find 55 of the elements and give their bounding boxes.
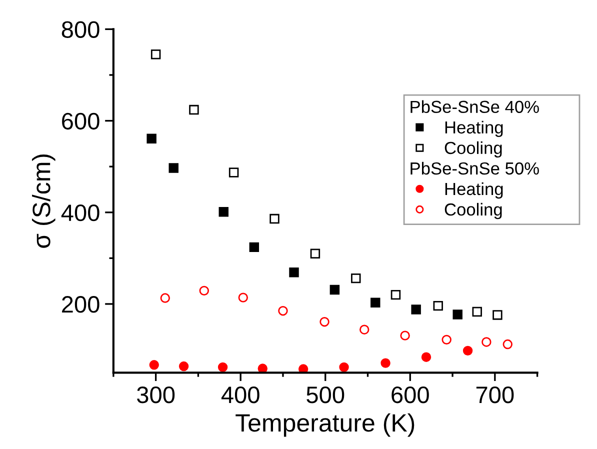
point — [218, 207, 228, 217]
point — [421, 352, 432, 362]
x-tick-label: 700 — [476, 386, 514, 404]
point — [160, 293, 170, 303]
point — [462, 346, 473, 356]
point — [249, 242, 260, 252]
legend-label: Cooling — [444, 202, 502, 220]
point — [298, 364, 308, 373]
point — [168, 163, 178, 173]
point — [351, 273, 361, 284]
point — [433, 300, 443, 311]
point — [380, 358, 390, 368]
point — [330, 284, 340, 295]
x-tick-label: 500 — [306, 386, 344, 404]
point — [146, 134, 156, 144]
point — [289, 268, 299, 278]
legend-label: Heating — [445, 182, 503, 199]
point — [411, 304, 421, 314]
point — [258, 364, 268, 373]
point — [472, 306, 482, 317]
point — [189, 104, 199, 115]
point — [502, 339, 512, 350]
y-tick-label: 800 — [62, 21, 100, 38]
x-tick-label: 400 — [221, 386, 260, 404]
point — [452, 310, 462, 320]
annotation: PbSe-SnSe 50% — [410, 162, 539, 175]
point — [199, 286, 209, 296]
point — [482, 337, 492, 347]
y-axis-title: σ (S/cm) — [32, 154, 56, 248]
point — [149, 360, 159, 370]
y-tick-label: 600 — [62, 112, 100, 130]
point — [360, 324, 370, 334]
point — [370, 298, 380, 308]
legend-label: Heating — [445, 120, 503, 138]
y-tick-label: 200 — [62, 296, 100, 313]
point — [278, 306, 288, 316]
point — [218, 362, 228, 372]
y-tick-label: 400 — [61, 204, 100, 222]
point — [492, 310, 502, 320]
x-axis-title: Temperature (K) — [236, 413, 414, 437]
legend-label: Cooling — [444, 141, 502, 158]
x-tick-label: 300 — [137, 386, 175, 404]
point — [339, 362, 349, 372]
point — [178, 361, 189, 372]
point — [150, 50, 161, 60]
point — [270, 214, 280, 224]
point — [442, 334, 452, 345]
annotation: PbSe-SnSe 40% — [410, 100, 539, 114]
point — [400, 330, 410, 340]
point — [390, 290, 401, 300]
point — [238, 292, 248, 302]
x-tick-label: 600 — [392, 386, 429, 404]
point — [228, 168, 239, 178]
point — [310, 248, 320, 258]
point — [320, 316, 330, 327]
